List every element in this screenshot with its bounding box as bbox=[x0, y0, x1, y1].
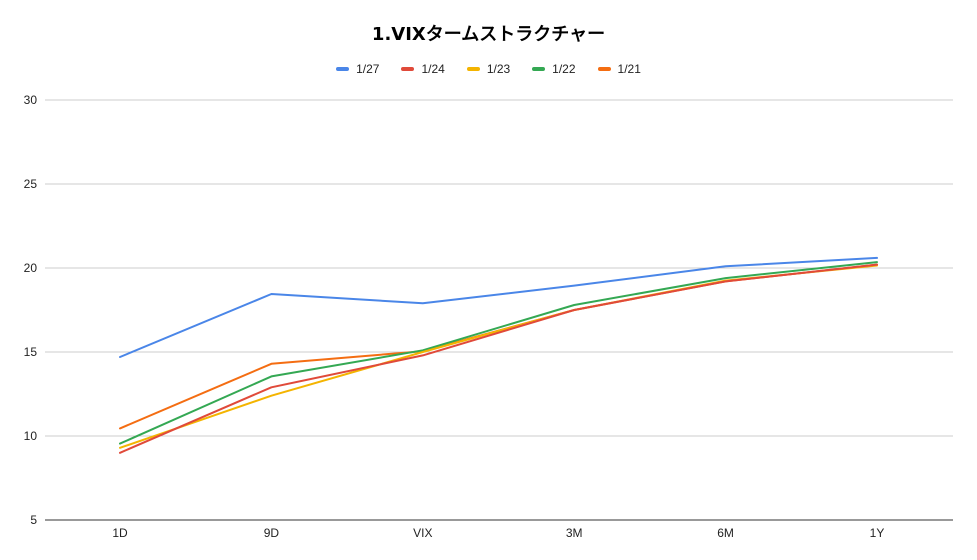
x-tick-label: 3M bbox=[566, 526, 583, 540]
legend-item-1-27: 1/27 bbox=[336, 62, 379, 76]
chart-title: 1.VIXタームストラクチャー bbox=[371, 24, 606, 45]
series-line-1-23 bbox=[119, 264, 878, 449]
legend-label: 1/22 bbox=[552, 62, 576, 76]
series-line-1-27 bbox=[119, 256, 878, 358]
legend-swatch bbox=[336, 67, 350, 71]
legend-label: 1/24 bbox=[421, 62, 445, 76]
y-tick-label: 5 bbox=[30, 513, 37, 527]
legend-item-1-22: 1/22 bbox=[532, 62, 576, 76]
legend-item-1-21: 1/21 bbox=[597, 62, 641, 76]
x-tick-label: 6M bbox=[717, 526, 734, 540]
series-line-1-24 bbox=[119, 263, 878, 454]
gridlines bbox=[45, 99, 953, 521]
y-tick-label: 20 bbox=[24, 261, 38, 275]
legend-swatch bbox=[597, 67, 611, 71]
x-tick-label: VIX bbox=[413, 526, 432, 540]
legend: 1/27 1/24 1/23 1/22 1/21 bbox=[0, 62, 977, 76]
legend-swatch bbox=[532, 67, 546, 71]
y-axis-ticks: 30 25 20 15 10 5 bbox=[24, 93, 38, 527]
series-lines bbox=[119, 256, 878, 454]
x-axis-ticks: 1D 9D VIX 3M 6M 1Y bbox=[112, 526, 884, 540]
x-tick-label: 1Y bbox=[870, 526, 885, 540]
series-line-1-22 bbox=[119, 261, 878, 445]
legend-swatch bbox=[466, 67, 480, 71]
y-tick-label: 10 bbox=[24, 429, 38, 443]
legend-label: 1/23 bbox=[486, 62, 511, 76]
y-tick-label: 30 bbox=[24, 93, 38, 107]
legend-swatch bbox=[401, 67, 415, 71]
x-tick-label: 1D bbox=[112, 526, 128, 540]
x-tick-label: 9D bbox=[264, 526, 280, 540]
legend-item-1-23: 1/23 bbox=[466, 62, 511, 76]
y-tick-label: 25 bbox=[24, 177, 38, 191]
y-tick-label: 15 bbox=[24, 345, 38, 359]
legend-label: 1/27 bbox=[356, 62, 380, 76]
legend-label: 1/21 bbox=[617, 62, 641, 76]
legend-item-1-24: 1/24 bbox=[401, 62, 445, 76]
